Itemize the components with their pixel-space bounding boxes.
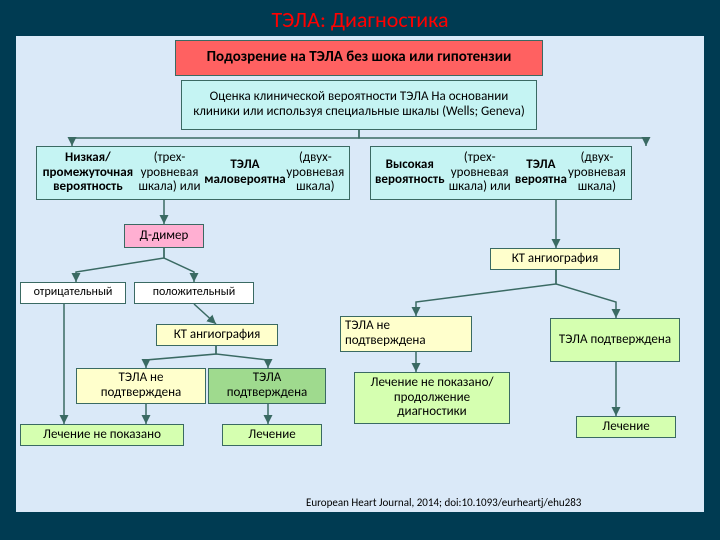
node-negative: отрицательный — [20, 282, 126, 304]
node-pe_confirmed_left: ТЭЛА подтверждена — [208, 368, 326, 404]
slide-title: ТЭЛА: Диагностика — [0, 0, 720, 33]
node-pe_not_confirmed_right: ТЭЛА не подтверждена — [340, 316, 472, 352]
node-pe_confirmed_right: ТЭЛА подтверждена — [550, 318, 680, 362]
node-low_prob: Низкая/промежуточная вероятность (трех-у… — [36, 146, 350, 200]
node-suspicion: Подозрение на ТЭЛА без шока или гипотенз… — [175, 40, 543, 76]
arrow-6 — [146, 346, 216, 368]
arrow-13 — [556, 270, 616, 318]
slide: ТЭЛА: Диагностика Подозрение на ТЭЛА без… — [0, 0, 720, 540]
arrow-7 — [216, 346, 268, 368]
node-ddimer: Д-димер — [124, 224, 204, 248]
node-assessment: Оценка клинической вероятности ТЭЛА На о… — [181, 80, 537, 130]
node-treatment_right: Лечение — [576, 416, 676, 438]
arrow-12 — [416, 270, 556, 316]
node-positive: положительный — [134, 282, 254, 304]
arrow-3 — [76, 248, 164, 282]
node-treatment_left: Лечение — [222, 424, 322, 446]
arrow-5 — [194, 304, 216, 324]
arrow-0 — [72, 130, 359, 146]
node-ct_angio_right: КТ ангиография — [490, 248, 620, 270]
node-high_prob: Высокая вероятность (трех-уровневая шкал… — [370, 146, 632, 200]
arrow-4 — [164, 248, 194, 282]
node-ct_angio_left: КТ ангиография — [156, 324, 278, 346]
citation: European Heart Journal, 2014; doi:10.109… — [306, 496, 581, 509]
arrow-1 — [359, 130, 646, 146]
node-no_treatment: Лечение не показано — [20, 424, 184, 446]
flowchart-canvas: Подозрение на ТЭЛА без шока или гипотенз… — [16, 36, 704, 512]
node-pe_not_confirmed_left: ТЭЛА не подтверждена — [76, 368, 206, 404]
node-no_treat_continue: Лечение не показано/продолжение диагност… — [354, 372, 510, 424]
